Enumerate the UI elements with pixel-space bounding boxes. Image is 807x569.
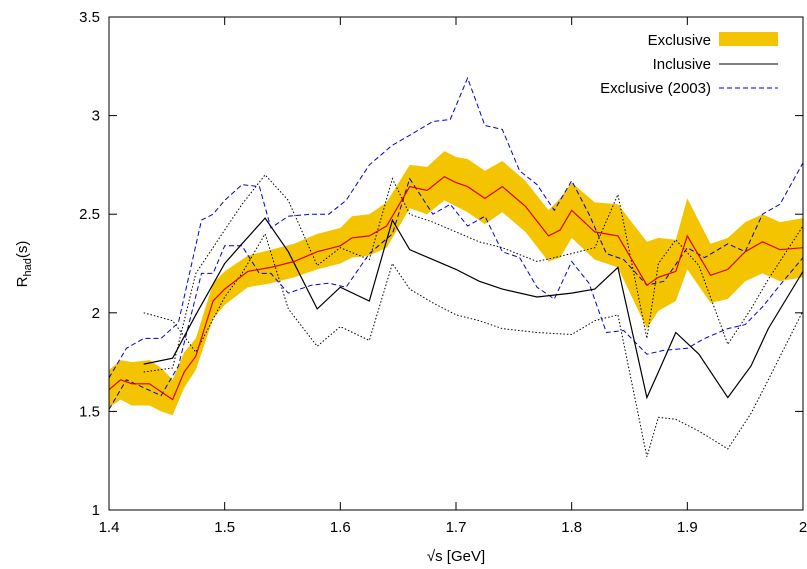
x-tick-label: 1.4: [99, 519, 120, 536]
x-tick-label: 1.8: [561, 519, 582, 536]
inclusive-lower-bound: [143, 232, 803, 457]
y-tick-label: 2: [92, 305, 100, 322]
legend: Exclusive Inclusive Exclusive (2003): [600, 32, 778, 97]
y-axis-title-main: R: [14, 276, 31, 287]
exclusive-2003-lower: [109, 177, 803, 410]
y-tick-label: 3: [92, 108, 100, 125]
legend-label-exclusive: Exclusive: [648, 32, 711, 49]
ticks-layer: 1.4 1.5 1.6 1.7 1.8 1.9 2 1 1.5 2 2.5 3 3.5: [79, 9, 807, 536]
legend-swatch-exclusive: [719, 32, 778, 46]
inclusive-central-line: [143, 217, 803, 400]
y-tick-label: 1: [92, 502, 100, 519]
x-tick-label: 2: [799, 519, 807, 536]
exclusive-band: [109, 151, 803, 416]
x-tick-label: 1.5: [214, 519, 235, 536]
y-tick-label: 3.5: [79, 9, 100, 26]
y-axis-title-sub: had: [22, 258, 34, 276]
y-tick-label: 1.5: [79, 403, 100, 420]
x-tick-label: 1.6: [330, 519, 351, 536]
x-axis-title: √s [GeV]: [427, 548, 485, 565]
y-tick-label: 2.5: [79, 206, 100, 223]
y-axis-title: Rhad(s): [14, 241, 34, 288]
legend-label-exclusive-2003: Exclusive (2003): [600, 80, 711, 97]
exclusive-central-line: [109, 175, 803, 401]
x-tick-label: 1.7: [446, 519, 467, 536]
x-tick-label: 1.9: [677, 519, 698, 536]
legend-label-inclusive: Inclusive: [653, 56, 711, 73]
y-axis-title-suffix: (s): [14, 241, 31, 259]
data-layer: [109, 76, 803, 457]
inclusive-upper-bound: [143, 174, 803, 373]
